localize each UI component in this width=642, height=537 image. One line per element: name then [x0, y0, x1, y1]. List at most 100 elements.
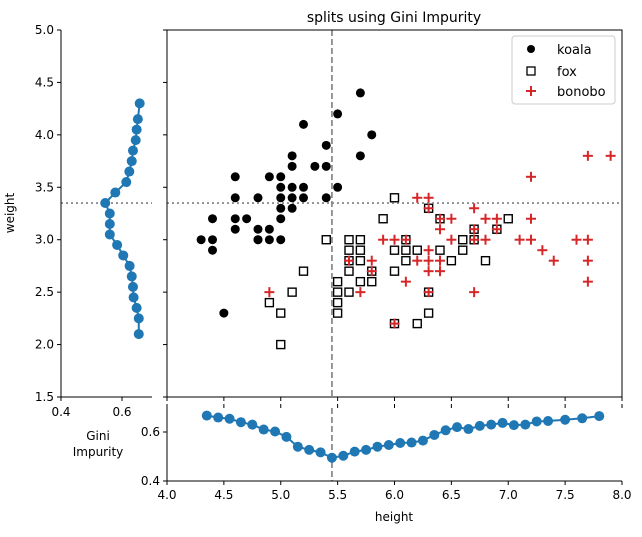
bonobo-point [344, 255, 354, 266]
koala-point [287, 182, 297, 192]
y-tick-label: 2.0 [35, 338, 54, 352]
left-gini-point [127, 281, 138, 292]
bottom-gini-point [531, 416, 542, 427]
bonobo-point [389, 234, 400, 245]
bonobo-point [582, 150, 593, 161]
bonobo-point [480, 213, 491, 224]
bottom-gini-point [577, 413, 588, 424]
left-x-tick-label: 0.6 [112, 405, 131, 419]
left-gini-point [126, 271, 137, 282]
bottom-gini-point [338, 450, 349, 461]
koala-point [321, 161, 331, 171]
koala-point [208, 245, 217, 255]
fox-point [344, 235, 354, 245]
bonobo-point [378, 234, 389, 245]
koala-point [276, 182, 286, 192]
fox-point [344, 266, 354, 276]
koala-point [287, 203, 297, 213]
bottom-gini-point [383, 439, 394, 450]
fox-point [367, 276, 377, 287]
koala-point [333, 182, 343, 192]
bottom-gini-point [224, 413, 235, 424]
left-y-ticks: 1.5 2.0 2.5 3.0 3.5 4.0 4.5 5.0 [35, 23, 61, 404]
koala-point [219, 308, 229, 318]
x-tick-label: 8.0 [612, 488, 631, 502]
bonobo-point [514, 234, 525, 245]
koala-point [253, 193, 263, 203]
koala-point [264, 172, 274, 182]
left-gini-point [104, 229, 115, 240]
bottom-y-ticks: 0.4 0.6 [141, 425, 167, 488]
legend-fox-label: fox [557, 65, 577, 80]
x-tick-label: 4.5 [214, 488, 233, 502]
bottom-y-tick-label: 0.4 [141, 474, 160, 488]
bottom-gini-point [372, 441, 383, 452]
bottom-gini-panel: 0.4 0.6 4.0 4.5 5.0 5.5 6.0 6.5 7.0 7.5 8.0 heigh… [141, 397, 632, 524]
bottom-gini-point [270, 426, 281, 437]
left-gini-point [133, 313, 144, 324]
bonobo-point [582, 234, 593, 245]
bonobo-point [389, 318, 400, 329]
left-gini-point [131, 302, 142, 313]
bonobo-point [537, 245, 548, 256]
fox-point [423, 308, 434, 318]
split-lines [167, 30, 622, 397]
koala-point [367, 130, 377, 140]
bonobo-point [469, 234, 480, 245]
koala-point [208, 235, 217, 245]
left-x-label-line2: Impurity [73, 445, 124, 459]
koala-point [355, 88, 365, 98]
left-gini-point [133, 329, 144, 340]
left-gini-point [127, 145, 138, 156]
bottom-gini-polyline [206, 414, 600, 459]
bottom-gini-point [281, 431, 292, 442]
koala-point [276, 193, 286, 203]
fox-point [332, 287, 343, 297]
fox-point [344, 245, 354, 255]
bonobo-point [423, 287, 434, 298]
koala-point [299, 182, 308, 192]
fox-point [355, 245, 366, 255]
bottom-gini-point [440, 425, 451, 436]
koala-point [276, 203, 286, 213]
left-x-tick-label: 0.4 [51, 405, 70, 419]
bottom-gini-point [292, 441, 303, 452]
koala-point [276, 214, 286, 224]
left-gini-point [118, 250, 129, 261]
bonobo-point [435, 224, 445, 235]
bonobo-point [423, 203, 434, 214]
bottom-gini-point [543, 415, 554, 426]
bottom-gini-point [429, 429, 440, 440]
bonobo-point [412, 192, 423, 203]
fox-point [355, 276, 366, 287]
bottom-gini-point [508, 420, 519, 431]
legend-bonobo-marker [526, 86, 536, 96]
koala-point [276, 235, 286, 245]
legend: koala fox bonobo [511, 35, 616, 105]
fox-point [389, 266, 400, 276]
bottom-gini-point [520, 419, 531, 430]
fox-point [276, 308, 286, 318]
bottom-gini-point [463, 424, 474, 435]
bonobo-point [423, 245, 434, 256]
x-tick-label: 7.5 [556, 488, 575, 502]
left-x-ticks: 0.4 0.6 [51, 397, 132, 419]
y-axis-label: weight [3, 192, 17, 233]
y-tick-label: 2.5 [35, 285, 54, 299]
y-tick-label: 5.0 [35, 23, 54, 37]
fox-point [401, 245, 411, 255]
koala-point [230, 193, 240, 203]
bottom-y-tick-label: 0.6 [141, 425, 160, 439]
bonobo-point [526, 234, 536, 245]
fox-point [480, 255, 491, 266]
left-gini-point [124, 260, 135, 271]
bonobo-point [435, 213, 445, 224]
left-gini-point [126, 156, 137, 167]
left-gini-point [100, 198, 111, 209]
bottom-gini-point [201, 410, 212, 421]
fox-point [287, 287, 297, 297]
bottom-gini-point [395, 438, 406, 449]
fox-point [298, 266, 309, 276]
koala-point [333, 109, 343, 119]
bottom-gini-point [304, 444, 315, 455]
